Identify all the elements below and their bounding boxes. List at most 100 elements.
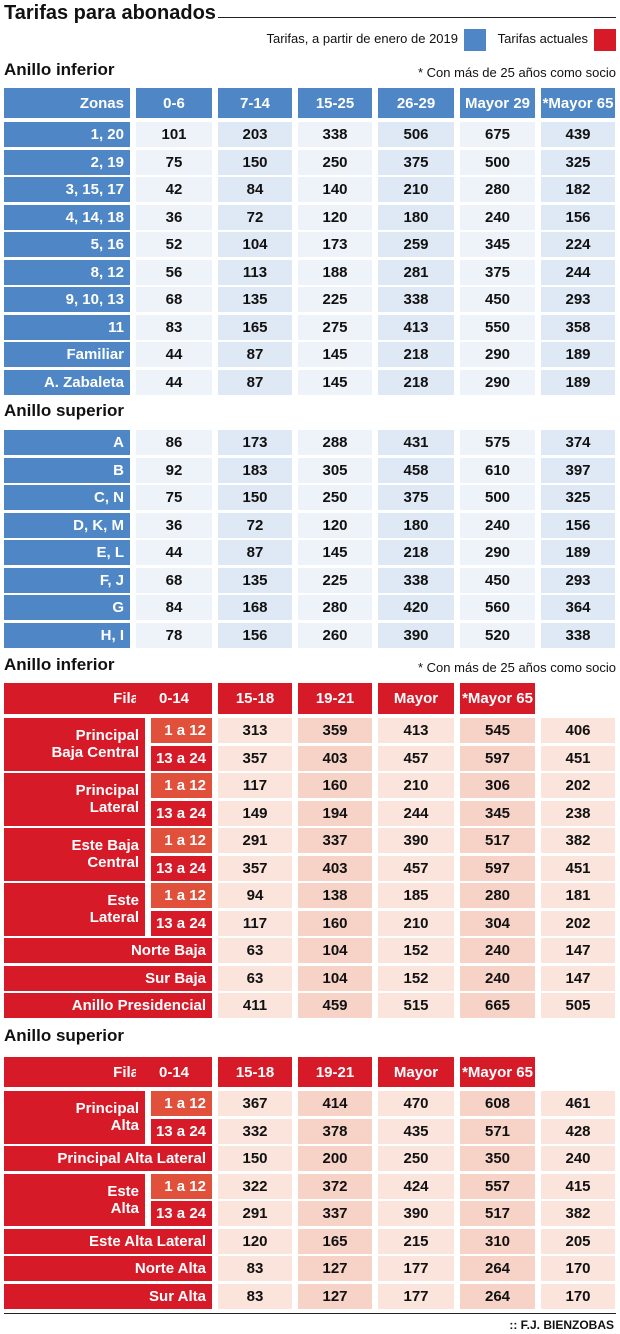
value-cell: 259 [378, 232, 454, 257]
fila-cell: 1 a 12 [151, 773, 212, 798]
value-cell: 104 [218, 232, 292, 257]
value-cell: 202 [541, 773, 615, 798]
value-cell: 210 [378, 773, 454, 798]
column-header: 15-25 [298, 88, 372, 118]
value-cell: 44 [136, 540, 212, 565]
value-cell: 56 [136, 259, 212, 285]
value-cell: 83 [218, 1283, 292, 1309]
label-line: 9, 10, 13 [65, 291, 124, 308]
value-cell: 413 [378, 314, 454, 340]
value-cell: 345 [460, 232, 535, 257]
label-line: D, K, M [73, 516, 124, 534]
label-line: Lateral [89, 799, 139, 817]
value-cell: 210 [378, 177, 454, 202]
row-label: H, I [4, 622, 130, 648]
value-cell: 189 [541, 342, 615, 367]
value-cell: 390 [378, 622, 454, 648]
value-cell: 457 [378, 855, 454, 881]
row-label: D, K, M [4, 512, 130, 538]
column-header: Mayor [378, 1057, 454, 1087]
value-cell: 173 [218, 430, 292, 455]
value-cell: 560 [460, 595, 535, 620]
value-cell: 515 [378, 993, 454, 1018]
label-line: Sur Alta [149, 1287, 206, 1305]
column-header: 19-21 [298, 1057, 372, 1087]
value-cell: 182 [541, 177, 615, 202]
row-label: Principal Alta [4, 1091, 145, 1144]
label-line: B [113, 461, 124, 479]
fila-cell: 1 a 12 [151, 1173, 212, 1199]
value-cell: 84 [136, 595, 212, 620]
value-cell: 113 [218, 259, 292, 285]
value-cell: 177 [378, 1283, 454, 1309]
value-cell: 156 [541, 512, 615, 538]
value-cell: 675 [460, 122, 535, 147]
column-header: 15-18 [218, 683, 292, 714]
label-line: Central [87, 854, 139, 872]
row-label: C, N [4, 485, 130, 510]
value-cell: 337 [298, 828, 372, 853]
value-cell: 145 [298, 540, 372, 565]
value-cell: 264 [460, 1283, 535, 1309]
column-header: *Mayor 65 [460, 1057, 535, 1087]
column-header: 7-14 [218, 88, 292, 118]
value-cell: 36 [136, 512, 212, 538]
value-cell: 545 [460, 718, 535, 743]
value-cell: 364 [541, 595, 615, 620]
value-cell: 397 [541, 457, 615, 483]
value-cell: 450 [460, 567, 535, 593]
value-cell: 293 [541, 567, 615, 593]
value-cell: 200 [298, 1146, 372, 1171]
label-line: 1, 20 [90, 126, 124, 143]
label-line: Baja Central [51, 744, 139, 762]
value-cell: 168 [218, 595, 292, 620]
value-cell: 92 [136, 457, 212, 483]
value-cell: 338 [541, 622, 615, 648]
value-cell: 75 [136, 485, 212, 510]
value-cell: 218 [378, 369, 454, 395]
value-cell: 275 [298, 314, 372, 340]
value-cell: 325 [541, 485, 615, 510]
value-cell: 375 [460, 259, 535, 285]
value-cell: 140 [298, 177, 372, 202]
title: Tarifas para abonados [4, 2, 216, 24]
value-cell: 210 [378, 910, 454, 936]
section-note: * Con más de 25 años como socio [418, 65, 616, 80]
value-cell: 264 [460, 1256, 535, 1281]
value-cell: 135 [218, 287, 292, 312]
value-cell: 189 [541, 540, 615, 565]
value-cell: 145 [298, 369, 372, 395]
value-cell: 337 [298, 1201, 372, 1226]
value-cell: 240 [460, 965, 535, 991]
column-header: 19-21 [298, 683, 372, 714]
value-cell: 520 [460, 622, 535, 648]
fila-cell: 13 a 24 [151, 800, 212, 826]
row-label: 4, 14, 18 [4, 204, 130, 230]
value-cell: 288 [298, 430, 372, 455]
row-label: Familiar [4, 342, 130, 367]
label-line: Este Alta Lateral [89, 1232, 206, 1250]
value-cell: 517 [460, 828, 535, 853]
value-cell: 147 [541, 938, 615, 963]
value-cell: 414 [298, 1091, 372, 1116]
value-cell: 290 [460, 540, 535, 565]
row-label: A. Zabaleta [4, 369, 130, 395]
value-cell: 170 [541, 1256, 615, 1281]
value-cell: 202 [541, 910, 615, 936]
row-label: 11 [4, 314, 130, 340]
column-header: Mayor 29 [460, 88, 535, 118]
value-cell: 332 [218, 1118, 292, 1144]
value-cell: 152 [378, 965, 454, 991]
fila-cell: 13 a 24 [151, 1201, 212, 1226]
value-cell: 120 [298, 204, 372, 230]
column-header: 0-14 [136, 683, 212, 714]
value-cell: 597 [460, 855, 535, 881]
fila-cell: 13 a 24 [151, 1118, 212, 1144]
value-cell: 44 [136, 369, 212, 395]
value-cell: 357 [218, 855, 292, 881]
value-cell: 173 [298, 232, 372, 257]
label-line: C, N [94, 489, 124, 506]
value-cell: 181 [541, 883, 615, 908]
row-label: 2, 19 [4, 149, 130, 175]
fila-cell: 1 a 12 [151, 828, 212, 853]
